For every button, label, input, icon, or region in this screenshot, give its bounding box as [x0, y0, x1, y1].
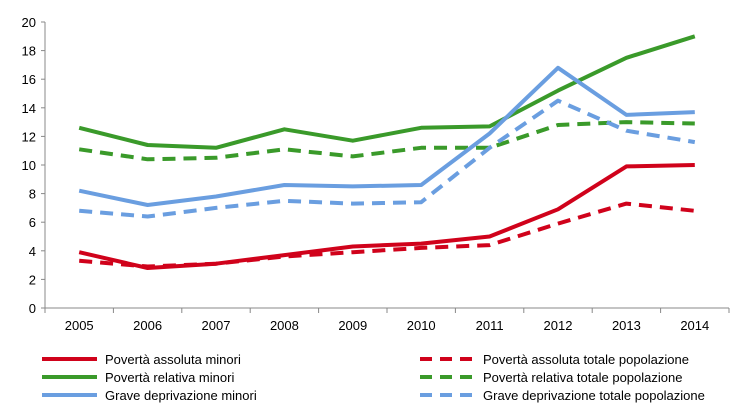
y-tick-label: 8: [29, 187, 36, 202]
x-tick-label: 2012: [544, 318, 573, 333]
legend-label-2: Povertà assoluta totale popolazione: [483, 352, 689, 367]
y-tick-label: 4: [29, 244, 36, 259]
x-tick-label: 2005: [65, 318, 94, 333]
x-tick-label: 2010: [407, 318, 436, 333]
y-axis: 0 2 4 6 8 10 12 14 16 18 20: [22, 15, 46, 316]
y-tick-label: 20: [22, 15, 36, 30]
x-tick-label: 2009: [338, 318, 367, 333]
series-layer: [78, 34, 696, 270]
x-tick-label: 2013: [612, 318, 641, 333]
x-tick-label: 2011: [476, 318, 504, 333]
legend-label-4: Povertà relativa totale popolazione: [483, 370, 682, 385]
series-line-1: [78, 163, 695, 270]
y-tick-label: 10: [22, 158, 36, 173]
y-tick-label: 14: [22, 101, 36, 116]
y-tick-label: 6: [29, 215, 36, 230]
series-line-3: [78, 34, 696, 150]
y-tick-label: 0: [29, 301, 36, 316]
y-tick-label: 2: [29, 272, 36, 287]
y-tick-label: 12: [22, 129, 36, 144]
legend-label-1: Povertà assoluta minori: [105, 352, 241, 367]
legend-label-6: Grave deprivazione totale popolazione: [483, 388, 705, 403]
y-tick-label: 16: [22, 72, 36, 87]
series-line-5: [78, 65, 695, 207]
legend-label-5: Grave deprivazione minori: [105, 388, 257, 403]
x-tick-label: 2006: [133, 318, 162, 333]
legend-label-3: Povertà relativa minori: [105, 370, 234, 385]
legend: Povertà assoluta minori Povertà assoluta …: [42, 352, 705, 403]
y-tick-label: 18: [22, 44, 36, 59]
x-tick-label: 2008: [270, 318, 299, 333]
series-line-4: [78, 120, 695, 162]
x-tick-label: 2014: [680, 318, 709, 333]
series-line-6: [79, 98, 696, 219]
x-axis: 2005 2006 2007 2008 2009 2010 2011 2012 2013 2014: [44, 307, 730, 333]
x-tick-label: 2007: [202, 318, 231, 333]
